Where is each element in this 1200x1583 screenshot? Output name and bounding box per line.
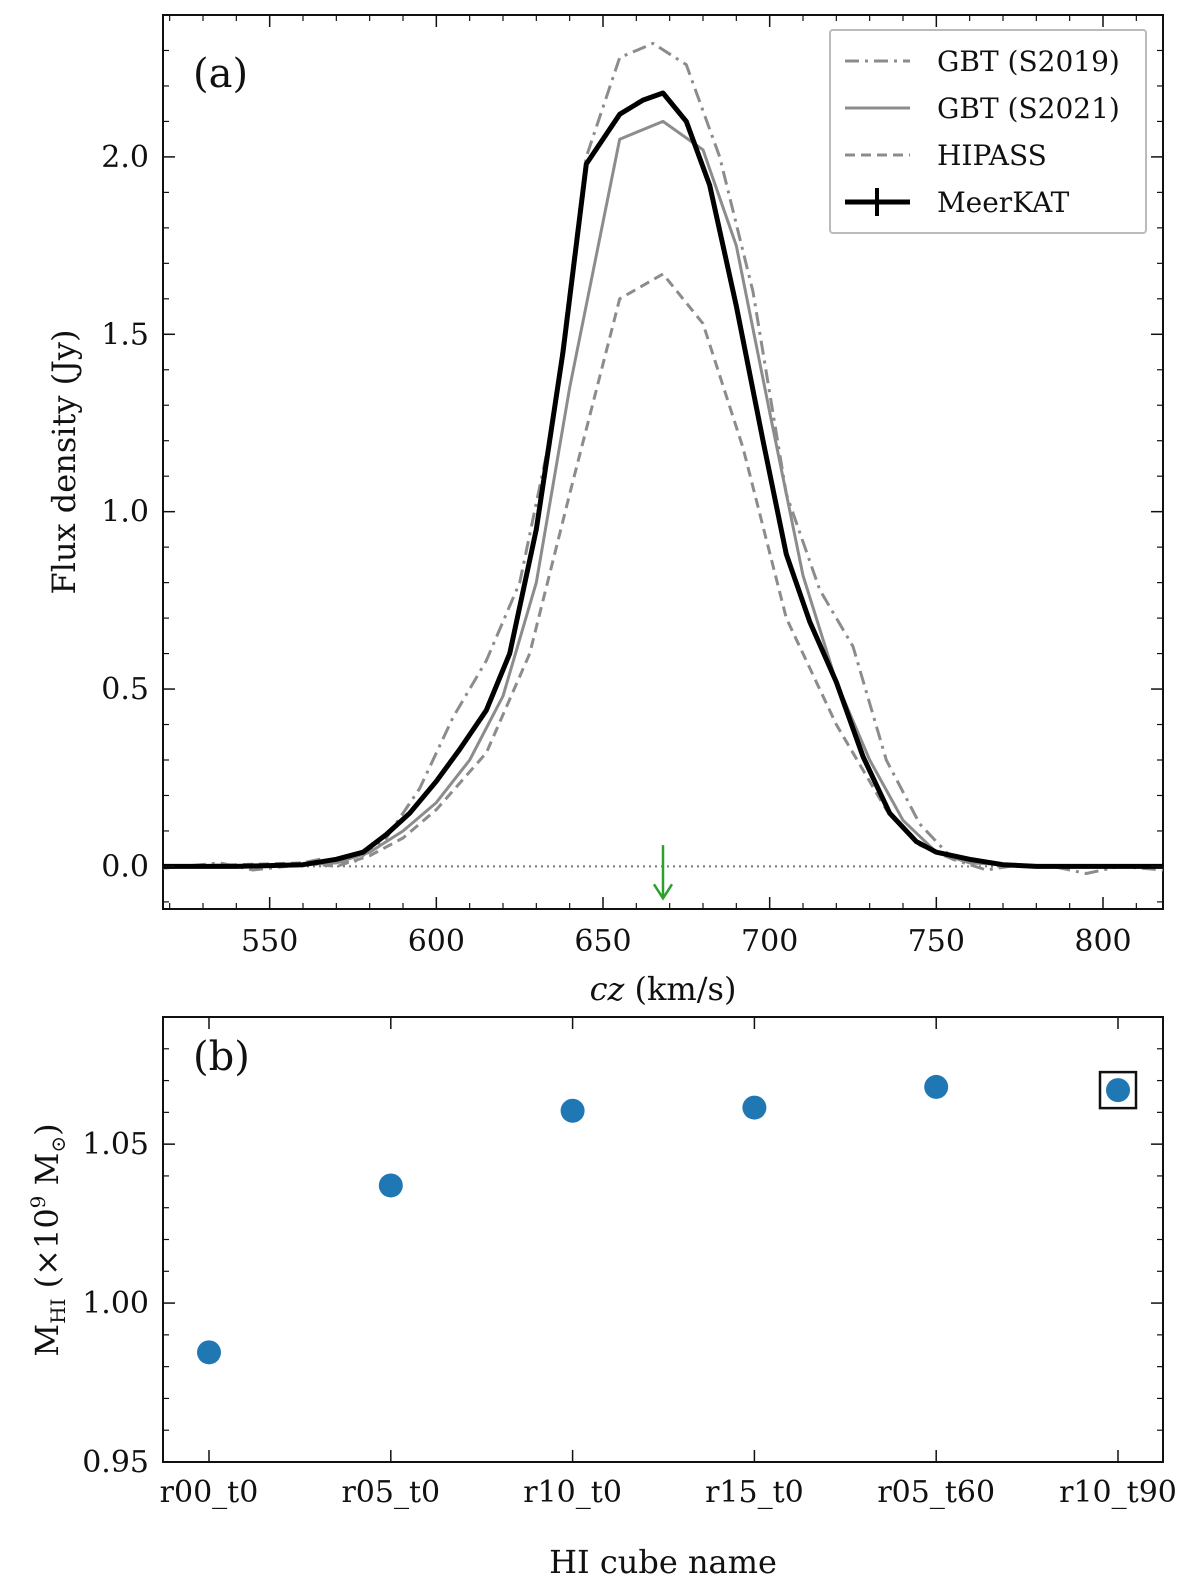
panel-a-ticks: 550 600 650 700 750 800 0.0 0.5 1.0 1.5 2.0 (101, 15, 1163, 959)
b-y-tick-label: 1.05 (82, 1127, 149, 1162)
y-tick-label: 1.5 (101, 317, 149, 352)
panel-b-ticks: r00_t0 r05_t0 r10_t0 r15_t0 r05_t60 r10_t90 0.… (82, 1016, 1177, 1510)
panel-b-x-axis-label: HI cube name (549, 1543, 777, 1581)
legend-label-gbt-s2019: GBT (S2019) (937, 45, 1120, 78)
category-label: r10_t90 (1059, 1475, 1177, 1510)
systemic-velocity-arrow (652, 845, 674, 901)
panel-a-label: (a) (193, 51, 248, 97)
y-label-unit: M (28, 1153, 66, 1196)
y-tick-label: 1.0 (101, 495, 149, 530)
category-label: r05_t0 (341, 1475, 440, 1510)
panel-b-label: (b) (193, 1034, 250, 1080)
arrow-head (652, 883, 674, 901)
y-label-open: (×10 (28, 1208, 66, 1298)
panel-a-spectrum-chart: 550 600 650 700 750 800 0.0 0.5 1.0 1.5 2.0 (a) GB… (45, 14, 1164, 1008)
spectrum-series-group (162, 41, 1164, 875)
data-point-r10-t0 (560, 1098, 585, 1123)
panel-b-y-axis-label: MHI (×109 M⊙) (26, 1123, 70, 1356)
legend: GBT (S2019) GBT (S2021) HIPASS MeerKAT (829, 29, 1147, 234)
x-tick-label: 750 (908, 924, 965, 959)
legend-box (829, 29, 1147, 234)
y-tick-label: 2.0 (101, 140, 149, 175)
x-tick-label: 650 (574, 924, 631, 959)
x-tick-label: 600 (408, 924, 465, 959)
y-label-mass-symbol: M (28, 1324, 66, 1357)
series-line-meerkat (163, 90, 1163, 869)
data-point-r05-t0 (378, 1173, 403, 1198)
legend-label-hipass: HIPASS (937, 139, 1047, 172)
b-y-tick-label: 1.00 (82, 1286, 149, 1321)
y-label-close: ) (28, 1123, 66, 1135)
category-label: r10_t0 (523, 1475, 622, 1510)
data-point-r10-t90 (1106, 1078, 1130, 1103)
panel-a-y-axis-label: Flux density (Jy) (45, 330, 83, 595)
highlight-box (1098, 1070, 1138, 1110)
data-point-r05-t60 (924, 1074, 949, 1099)
y-tick-label: 0.0 (101, 849, 149, 884)
category-label: r00_t0 (160, 1475, 259, 1510)
mass-points-group (197, 1070, 1138, 1365)
legend-label-gbt-s2021: GBT (S2021) (937, 92, 1120, 125)
category-label: r15_t0 (705, 1475, 804, 1510)
x-tick-label: 700 (741, 924, 798, 959)
panel-a-x-axis-label: cz (km/s) (590, 970, 737, 1008)
x-tick-label: 800 (1074, 924, 1131, 959)
data-point-r15-t0 (742, 1095, 767, 1120)
legend-label-meerkat: MeerKAT (937, 186, 1070, 219)
panel-b-mass-chart: r00_t0 r05_t0 r10_t0 r15_t0 r05_t60 r10_t90 0.… (26, 1016, 1177, 1581)
x-axis-label-variable: cz (590, 970, 626, 1008)
y-label-exponent: 9 (26, 1196, 50, 1209)
category-label: r05_t60 (877, 1475, 995, 1510)
x-tick-label: 550 (241, 924, 298, 959)
y-tick-label: 0.5 (101, 672, 149, 707)
x-axis-label-unit: (km/s) (624, 970, 736, 1008)
y-label-subscript: HI (46, 1299, 70, 1324)
panel-a-frame (162, 14, 1164, 910)
y-label-sun-subscript: ⊙ (46, 1136, 70, 1153)
panel-b-frame (162, 1016, 1164, 1463)
b-y-tick-label: 0.95 (82, 1445, 149, 1480)
data-point-r00-t0 (197, 1340, 221, 1365)
series-line-hipass (162, 272, 1163, 868)
